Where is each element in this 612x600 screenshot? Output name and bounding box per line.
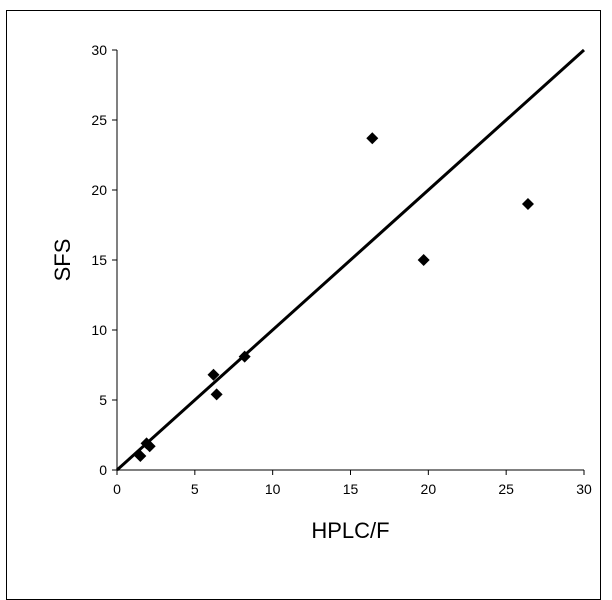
x-tick-label: 5 (191, 481, 199, 497)
y-tick-label: 5 (99, 392, 107, 408)
data-point-marker (238, 350, 251, 363)
x-axis-title: HPLC/F (311, 518, 389, 543)
scatter-chart: 0 5 10 15 20 25 30 0 5 10 15 20 25 30 HPLC/F SFS (50, 42, 592, 543)
chart-frame (6, 10, 601, 600)
data-point-marker (417, 254, 430, 266)
data-point-marker (521, 198, 534, 210)
data-point-marker (207, 368, 220, 381)
data-point-marker (143, 440, 156, 453)
x-tick-label: 30 (576, 481, 592, 497)
y-tick-label: 20 (91, 182, 107, 198)
x-tick-label: 10 (265, 481, 281, 497)
x-tick-label: 0 (113, 481, 121, 497)
data-point-marker (366, 132, 379, 145)
data-point-marker (134, 450, 147, 462)
y-tick-label: 25 (91, 112, 107, 128)
ticks: 0 5 10 15 20 25 30 0 5 10 15 20 25 30 (91, 42, 592, 497)
y-axis-title: SFS (50, 239, 75, 282)
y-tick-label: 10 (91, 322, 107, 338)
data-points (134, 132, 534, 462)
y-tick-label: 15 (91, 252, 107, 268)
reference-line-group (115, 48, 586, 472)
x-tick-label: 15 (343, 481, 359, 497)
x-tick-label: 20 (421, 481, 437, 497)
data-point-marker (210, 388, 223, 401)
y-tick-label: 30 (91, 42, 107, 58)
reference-line (115, 48, 586, 472)
y-tick-label: 0 (99, 462, 107, 478)
x-tick-label: 25 (498, 481, 514, 497)
